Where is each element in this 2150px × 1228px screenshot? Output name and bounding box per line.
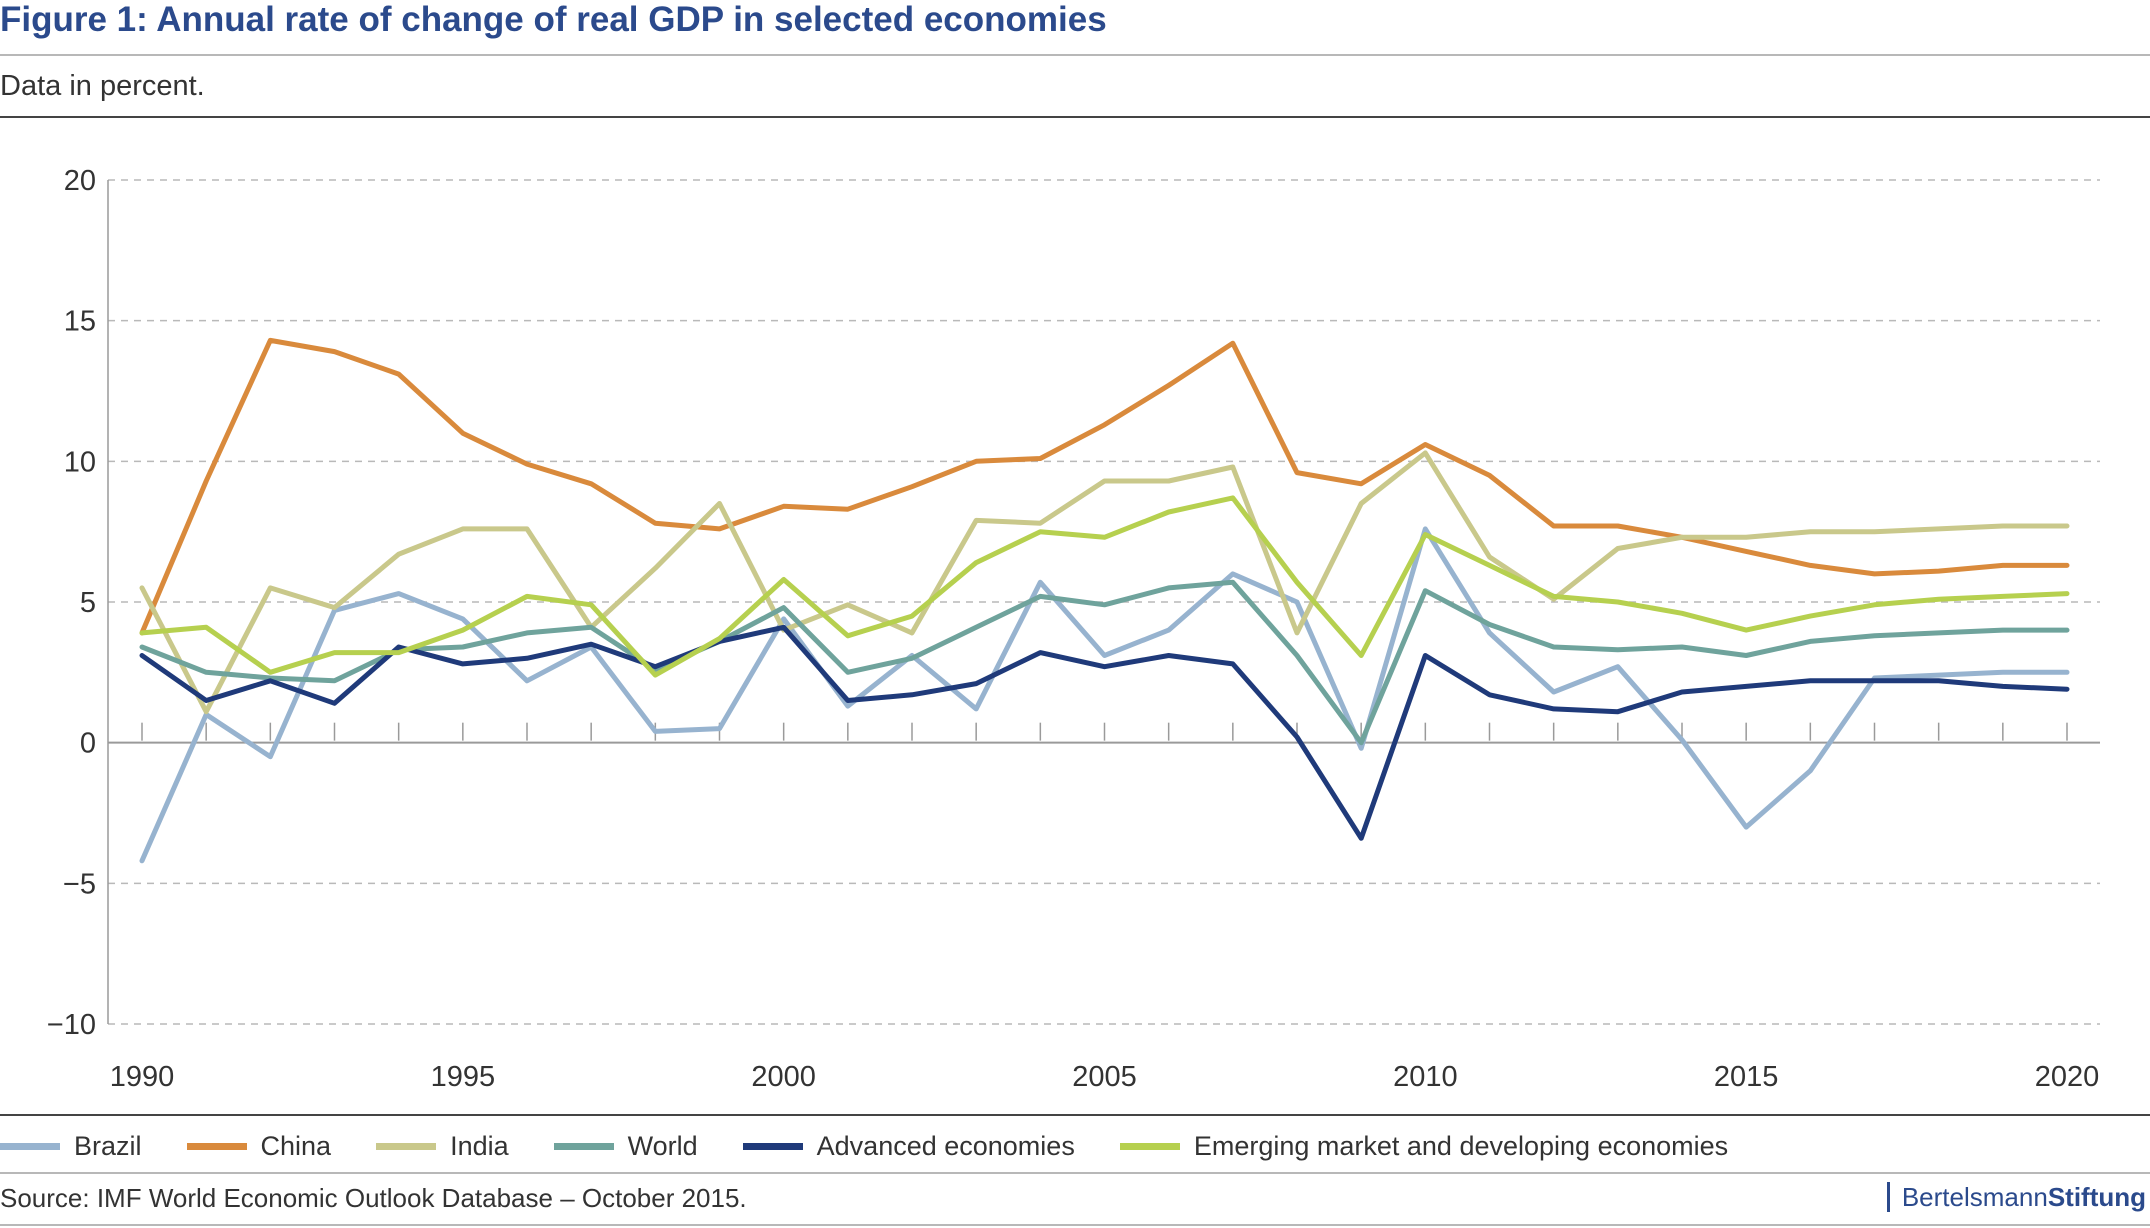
y-tick-label: 5 <box>80 587 96 619</box>
legend-label: World <box>627 1130 698 1161</box>
chart-legend: Brazil China India World Advanced economies E… <box>0 1126 1773 1166</box>
x-tick-label: 2010 <box>1393 1061 1458 1093</box>
legend-swatch <box>186 1142 247 1150</box>
legend-label: Emerging market and developing economies <box>1193 1130 1729 1161</box>
series-line-advanced-economies <box>139 624 2070 841</box>
legend-label: Brazil <box>74 1130 142 1161</box>
axis-layer <box>107 180 2100 1024</box>
x-tick-label: 2005 <box>1072 1061 1137 1093</box>
legend-item-india: India <box>376 1131 509 1162</box>
x-tick-label: 2020 <box>2035 1061 2100 1093</box>
bertelsmann-logo: BertelsmannStiftung <box>1886 1182 2146 1212</box>
legend-item-advanced-economies: Advanced economies <box>742 1130 1075 1162</box>
brand-part1: Bertelsmann <box>1901 1182 2048 1212</box>
series-line-brazil <box>139 526 2070 864</box>
series-line-world <box>139 579 2070 746</box>
figure-subtitle: Data in percent. <box>0 70 205 102</box>
legend-item-world: World <box>553 1130 698 1162</box>
legend-label: India <box>450 1130 509 1161</box>
footer-divider <box>0 1224 2150 1226</box>
legend-swatch <box>742 1142 803 1150</box>
legend-swatch <box>376 1142 437 1150</box>
y-tick-label: 15 <box>64 306 96 338</box>
series-line-india <box>139 450 2070 715</box>
y-tick-label: 20 <box>64 165 96 197</box>
series-line-china <box>139 337 2070 636</box>
brand-part2: Stiftung <box>2047 1182 2146 1212</box>
series-line-emerging-market-and-developing-economies <box>139 495 2070 678</box>
legend-divider-top <box>0 1114 2150 1116</box>
y-tick-label: 10 <box>64 446 96 478</box>
series-layer <box>139 337 2070 864</box>
legend-item-emerging-market-and-developing-economies: Emerging market and developing economies <box>1119 1130 1729 1162</box>
figure-title: Figure 1: Annual rate of change of real … <box>0 0 1107 39</box>
source-note: Source: IMF World Economic Outlook Datab… <box>0 1183 747 1213</box>
legend-label: Advanced economies <box>816 1130 1075 1161</box>
title-divider <box>0 54 2150 56</box>
x-tick-label: 1990 <box>110 1061 175 1093</box>
y-tick-label: 0 <box>80 728 96 760</box>
legend-swatch <box>1119 1142 1180 1150</box>
x-tick-label: 1995 <box>431 1061 496 1093</box>
y-tick-label: −5 <box>63 868 96 900</box>
y-tick-label: −10 <box>47 1009 96 1041</box>
x-tick-label: 2015 <box>1714 1061 1779 1093</box>
header-divider <box>0 116 2150 118</box>
legend-item-brazil: Brazil <box>0 1131 142 1162</box>
legend-label: China <box>260 1130 332 1161</box>
grid-layer <box>108 179 2100 1025</box>
legend-divider-bottom <box>0 1172 2150 1174</box>
x-tick-label: 2000 <box>751 1061 816 1093</box>
legend-item-china: China <box>186 1130 332 1162</box>
legend-swatch <box>553 1142 614 1150</box>
legend-swatch <box>0 1142 60 1150</box>
